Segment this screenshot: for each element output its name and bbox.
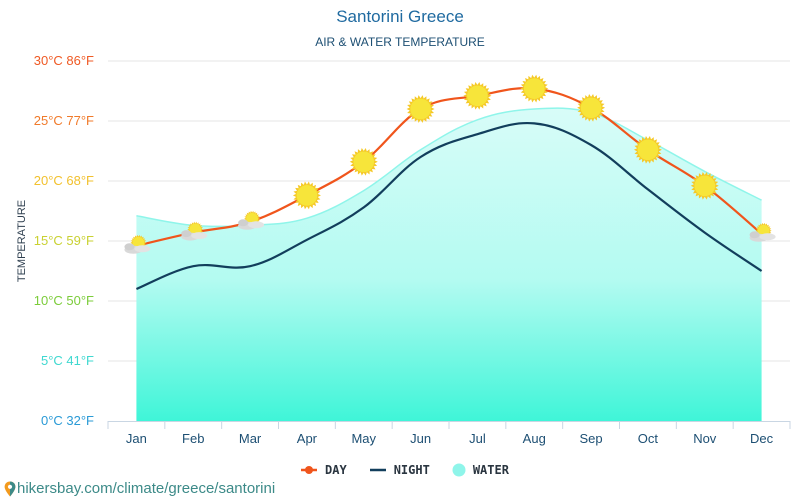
cloud-part (749, 231, 760, 239)
location-pin-icon (4, 481, 16, 496)
sun-icon (406, 95, 435, 123)
sun-disc (637, 139, 659, 161)
legend-item-night[interactable]: NIGHT (369, 463, 430, 477)
y-axis-label: TEMPERATURE (16, 199, 28, 283)
x-tick-label: May (351, 431, 377, 446)
sun-icon (690, 171, 719, 200)
y-tick-label: 0°C 32°F (40, 413, 94, 428)
x-tick-label: Aug (522, 431, 546, 446)
day-markers (124, 74, 776, 254)
sun-icon (349, 147, 378, 176)
x-axis (107, 421, 791, 429)
x-tick-label: Mar (238, 431, 262, 446)
sun-disc (580, 97, 602, 119)
sun-icon (633, 135, 662, 164)
cloud-part (191, 232, 208, 240)
sun-disc (410, 98, 431, 120)
sun-disc (523, 78, 545, 99)
legend-water-label: WATER (472, 463, 509, 477)
x-tick-label: Sep (579, 431, 603, 446)
legend-night-symbol (369, 468, 386, 472)
sun-icon (520, 74, 549, 103)
x-tick-label: Dec (750, 431, 774, 446)
cloud-part (248, 221, 265, 229)
y-tick-label: 20°C 68°F (33, 173, 94, 188)
legend-item-water[interactable]: WATER (452, 463, 509, 477)
chart-title: Santorini Greece (336, 7, 464, 26)
legend-night-label: NIGHT (393, 463, 430, 477)
sun-icon (577, 93, 606, 122)
x-tick-label: Jun (410, 431, 432, 446)
partly-cloudy-icon (181, 221, 208, 241)
sun-disc (694, 175, 716, 197)
cloud-part (124, 243, 135, 251)
sun-disc (296, 185, 318, 206)
legend: DAY NIGHT WATER (300, 463, 531, 477)
sun-disc (467, 85, 488, 107)
cloud-part (181, 230, 192, 238)
sun-disc (353, 151, 375, 173)
legend-day-symbol (301, 466, 317, 474)
partly-cloudy-icon (238, 210, 265, 230)
chart-subtitle: AIR & WATER TEMPERATURE (315, 35, 485, 49)
x-tick-label: Nov (693, 431, 717, 446)
x-tick-label: Feb (182, 431, 205, 446)
cloud-part (759, 233, 776, 241)
source-text: hikersbay.com/climate/greece/santorini (17, 480, 276, 497)
water-area (136, 108, 762, 422)
cloud-part (134, 245, 151, 253)
x-tick-label: Jul (469, 431, 486, 446)
y-tick-label: 5°C 41°F (40, 353, 94, 368)
night-series (136, 121, 763, 291)
cloud-part (238, 219, 249, 227)
partly-cloudy-icon (124, 234, 151, 254)
sun-icon (292, 181, 321, 210)
y-tick-label: 10°C 50°F (33, 293, 94, 308)
sun-icon (463, 81, 492, 110)
legend-item-day[interactable]: DAY (300, 463, 347, 477)
x-tick-label: Oct (637, 431, 659, 446)
y-tick-label: 25°C 77°F (33, 113, 94, 128)
y-tick-label: 30°C 86°F (33, 53, 94, 68)
source-link[interactable]: hikersbay.com/climate/greece/santorini (4, 480, 275, 497)
legend-day-label: DAY (325, 463, 347, 477)
partly-cloudy-icon (749, 222, 776, 242)
x-tick-label: Jan (125, 431, 147, 446)
y-tick-label: 15°C 59°F (33, 233, 94, 248)
night-line (136, 121, 763, 291)
legend-water-symbol (452, 463, 466, 477)
x-tick-label: Apr (296, 431, 318, 446)
water-series (136, 107, 762, 422)
